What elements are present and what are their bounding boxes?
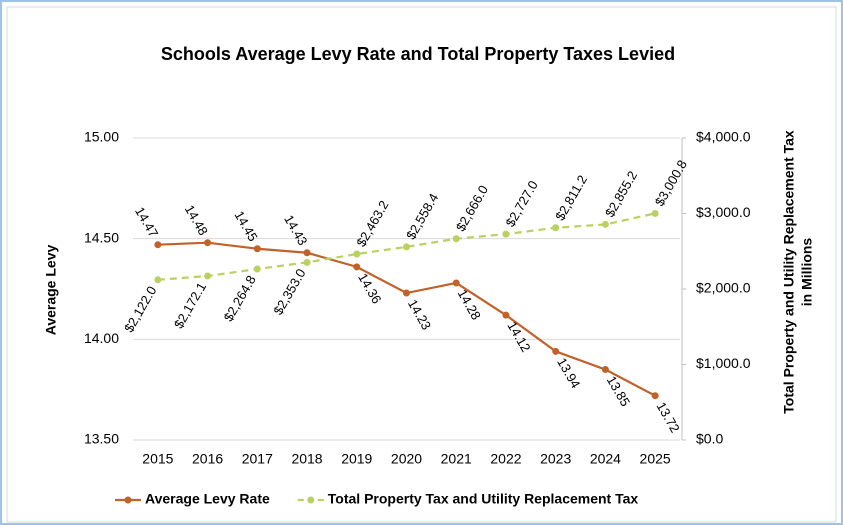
y-tick-label: 14.50 bbox=[84, 229, 119, 245]
point bbox=[353, 250, 361, 258]
point bbox=[651, 209, 659, 217]
x-tick-label: 2023 bbox=[540, 451, 571, 467]
x-tick-label: 2019 bbox=[341, 451, 372, 467]
point bbox=[403, 289, 410, 297]
y-tick-label: 13.50 bbox=[84, 431, 119, 447]
x-tick-label: 2015 bbox=[142, 451, 173, 467]
point bbox=[452, 279, 460, 287]
y2-tick-label: $4,000.0 bbox=[696, 129, 751, 145]
x-tick-label: 2020 bbox=[391, 451, 422, 467]
y2-tick-label: $3,000.0 bbox=[696, 204, 751, 220]
point bbox=[552, 347, 560, 355]
x-tick-label: 2022 bbox=[490, 451, 521, 467]
legend-marker bbox=[124, 496, 132, 504]
y2-axis-title: in Millions bbox=[799, 238, 815, 307]
point bbox=[303, 249, 311, 257]
legend-marker bbox=[307, 496, 315, 504]
point bbox=[253, 265, 261, 273]
point bbox=[253, 245, 261, 253]
point bbox=[651, 392, 659, 400]
legend-label: Average Levy Rate bbox=[145, 491, 270, 507]
point bbox=[303, 258, 311, 266]
y-tick-label: 14.00 bbox=[84, 330, 119, 346]
x-tick-label: 2021 bbox=[441, 451, 472, 467]
point bbox=[601, 366, 609, 374]
y-axis-title: Average Levy bbox=[43, 245, 59, 336]
y2-axis-title: Total Property and Utility Replacement T… bbox=[781, 130, 797, 414]
legend-label: Total Property Tax and Utility Replaceme… bbox=[328, 491, 639, 507]
x-tick-label: 2018 bbox=[291, 451, 322, 467]
y2-tick-label: $2,000.0 bbox=[696, 280, 751, 296]
x-tick-label: 2016 bbox=[192, 451, 223, 467]
point bbox=[601, 220, 609, 228]
point bbox=[552, 224, 560, 232]
point bbox=[403, 243, 410, 251]
y2-tick-label: $0.0 bbox=[696, 431, 723, 447]
point bbox=[502, 230, 510, 238]
chart-title: Schools Average Levy Rate and Total Prop… bbox=[161, 44, 675, 64]
x-tick-label: 2017 bbox=[242, 451, 273, 467]
x-tick-label: 2025 bbox=[640, 451, 671, 467]
chart-border bbox=[6, 6, 837, 523]
point bbox=[502, 311, 510, 319]
y-tick-label: 15.00 bbox=[84, 129, 119, 145]
point bbox=[204, 239, 212, 247]
x-tick-label: 2024 bbox=[590, 451, 621, 467]
y2-tick-label: $1,000.0 bbox=[696, 355, 751, 371]
point bbox=[154, 241, 162, 249]
point bbox=[452, 235, 460, 243]
point bbox=[353, 263, 361, 271]
point bbox=[154, 276, 162, 284]
point bbox=[204, 272, 212, 280]
